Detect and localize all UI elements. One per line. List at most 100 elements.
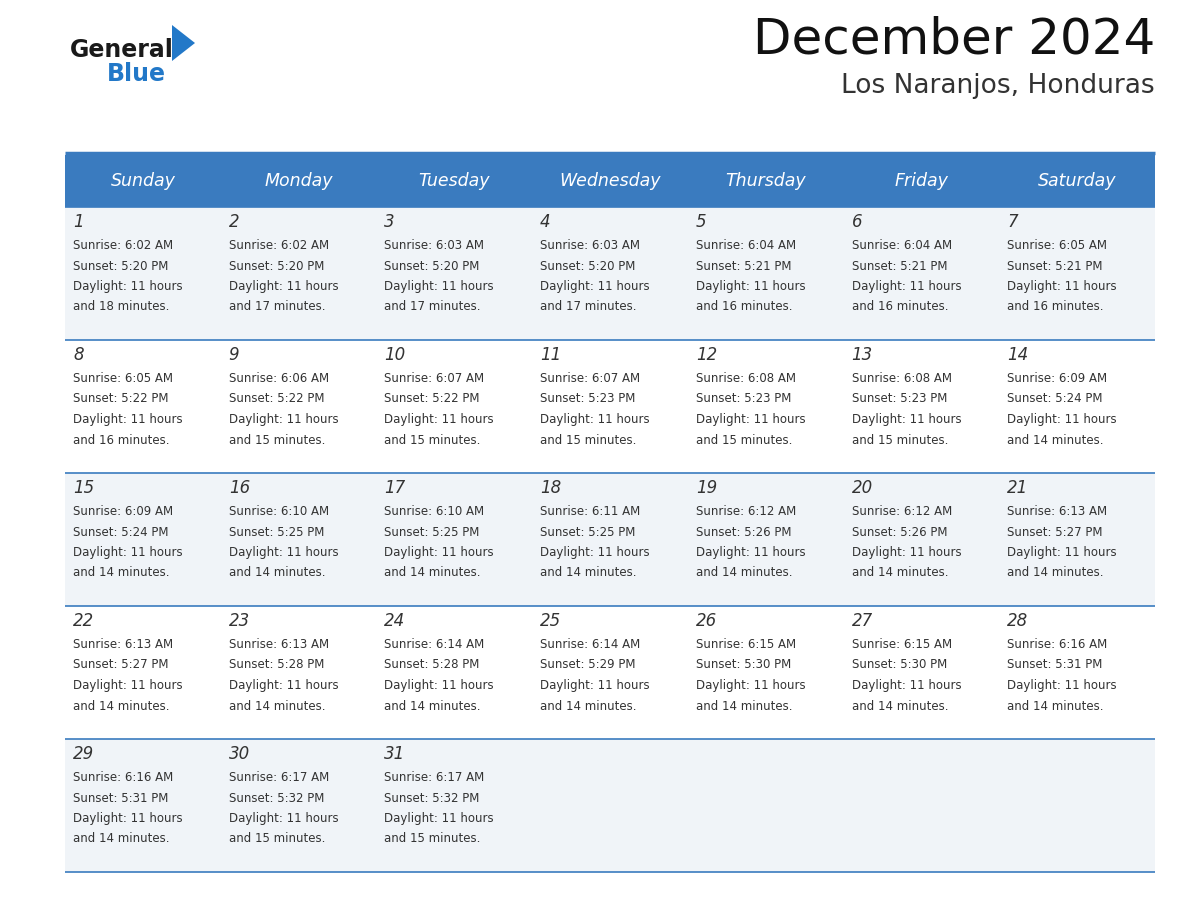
Text: 24: 24: [385, 612, 405, 630]
Bar: [65, 155, 1155, 207]
Text: Sunset: 5:30 PM: Sunset: 5:30 PM: [852, 658, 947, 671]
Text: 25: 25: [541, 612, 562, 630]
Text: Sunrise: 6:07 AM: Sunrise: 6:07 AM: [385, 372, 485, 385]
Text: 1: 1: [72, 213, 83, 231]
Text: Sunset: 5:27 PM: Sunset: 5:27 PM: [1007, 525, 1102, 539]
Text: Daylight: 11 hours: Daylight: 11 hours: [541, 280, 650, 293]
Text: Sunrise: 6:12 AM: Sunrise: 6:12 AM: [696, 505, 796, 518]
Text: and 14 minutes.: and 14 minutes.: [1007, 566, 1104, 579]
Text: Friday: Friday: [895, 172, 948, 190]
Text: 5: 5: [696, 213, 707, 231]
Text: 28: 28: [1007, 612, 1029, 630]
Text: Monday: Monday: [264, 172, 333, 190]
Text: Daylight: 11 hours: Daylight: 11 hours: [696, 280, 805, 293]
Text: 2: 2: [229, 213, 239, 231]
Text: Daylight: 11 hours: Daylight: 11 hours: [229, 280, 339, 293]
Text: Sunrise: 6:06 AM: Sunrise: 6:06 AM: [229, 372, 329, 385]
Text: Sunset: 5:29 PM: Sunset: 5:29 PM: [541, 658, 636, 671]
Text: and 14 minutes.: and 14 minutes.: [696, 566, 792, 579]
Text: Sunrise: 6:16 AM: Sunrise: 6:16 AM: [1007, 638, 1107, 651]
Text: Los Naranjos, Honduras: Los Naranjos, Honduras: [841, 73, 1155, 99]
Text: and 17 minutes.: and 17 minutes.: [229, 300, 326, 314]
Bar: [65, 207, 1155, 340]
Text: Sunset: 5:24 PM: Sunset: 5:24 PM: [1007, 393, 1102, 406]
Bar: [65, 739, 1155, 872]
Text: Sunrise: 6:04 AM: Sunrise: 6:04 AM: [852, 239, 952, 252]
Text: and 14 minutes.: and 14 minutes.: [852, 700, 948, 712]
Text: and 16 minutes.: and 16 minutes.: [72, 433, 170, 446]
Text: and 15 minutes.: and 15 minutes.: [229, 433, 326, 446]
Text: Sunset: 5:25 PM: Sunset: 5:25 PM: [541, 525, 636, 539]
Bar: [65, 340, 1155, 473]
Text: Sunset: 5:26 PM: Sunset: 5:26 PM: [852, 525, 947, 539]
Text: Daylight: 11 hours: Daylight: 11 hours: [852, 413, 961, 426]
Text: Sunset: 5:23 PM: Sunset: 5:23 PM: [696, 393, 791, 406]
Text: Sunrise: 6:12 AM: Sunrise: 6:12 AM: [852, 505, 952, 518]
Text: Sunrise: 6:05 AM: Sunrise: 6:05 AM: [1007, 239, 1107, 252]
Text: Sunset: 5:25 PM: Sunset: 5:25 PM: [385, 525, 480, 539]
Text: 13: 13: [852, 346, 873, 364]
Text: 6: 6: [852, 213, 862, 231]
Text: Sunrise: 6:09 AM: Sunrise: 6:09 AM: [1007, 372, 1107, 385]
Bar: [65, 473, 1155, 606]
Text: 22: 22: [72, 612, 94, 630]
Text: Daylight: 11 hours: Daylight: 11 hours: [72, 546, 183, 559]
Text: and 14 minutes.: and 14 minutes.: [1007, 433, 1104, 446]
Text: Sunset: 5:20 PM: Sunset: 5:20 PM: [72, 260, 169, 273]
Text: Sunrise: 6:05 AM: Sunrise: 6:05 AM: [72, 372, 173, 385]
Text: Sunset: 5:28 PM: Sunset: 5:28 PM: [385, 658, 480, 671]
Text: 29: 29: [72, 745, 94, 763]
Text: Sunrise: 6:14 AM: Sunrise: 6:14 AM: [541, 638, 640, 651]
Text: Sunset: 5:31 PM: Sunset: 5:31 PM: [72, 791, 169, 804]
Text: 23: 23: [229, 612, 249, 630]
Text: 4: 4: [541, 213, 551, 231]
Text: Daylight: 11 hours: Daylight: 11 hours: [385, 812, 494, 825]
Text: Sunset: 5:21 PM: Sunset: 5:21 PM: [852, 260, 947, 273]
Text: and 15 minutes.: and 15 minutes.: [696, 433, 792, 446]
Text: Sunset: 5:28 PM: Sunset: 5:28 PM: [229, 658, 324, 671]
Text: and 16 minutes.: and 16 minutes.: [852, 300, 948, 314]
Text: 21: 21: [1007, 479, 1029, 497]
Text: Sunday: Sunday: [110, 172, 176, 190]
Text: Sunrise: 6:10 AM: Sunrise: 6:10 AM: [385, 505, 485, 518]
Text: Daylight: 11 hours: Daylight: 11 hours: [1007, 280, 1117, 293]
Text: Sunset: 5:32 PM: Sunset: 5:32 PM: [229, 791, 324, 804]
Text: and 15 minutes.: and 15 minutes.: [229, 833, 326, 845]
Text: Sunrise: 6:15 AM: Sunrise: 6:15 AM: [852, 638, 952, 651]
Text: Sunset: 5:20 PM: Sunset: 5:20 PM: [229, 260, 324, 273]
Text: Sunset: 5:22 PM: Sunset: 5:22 PM: [72, 393, 169, 406]
Text: Daylight: 11 hours: Daylight: 11 hours: [541, 679, 650, 692]
Text: and 15 minutes.: and 15 minutes.: [852, 433, 948, 446]
Text: Sunset: 5:21 PM: Sunset: 5:21 PM: [1007, 260, 1102, 273]
Text: 3: 3: [385, 213, 396, 231]
Text: Sunset: 5:22 PM: Sunset: 5:22 PM: [385, 393, 480, 406]
Text: 11: 11: [541, 346, 562, 364]
Text: 10: 10: [385, 346, 405, 364]
Text: Sunrise: 6:17 AM: Sunrise: 6:17 AM: [385, 771, 485, 784]
Text: Daylight: 11 hours: Daylight: 11 hours: [1007, 546, 1117, 559]
Text: and 18 minutes.: and 18 minutes.: [72, 300, 170, 314]
Text: Sunset: 5:31 PM: Sunset: 5:31 PM: [1007, 658, 1102, 671]
Text: Sunrise: 6:13 AM: Sunrise: 6:13 AM: [1007, 505, 1107, 518]
Text: Sunrise: 6:03 AM: Sunrise: 6:03 AM: [385, 239, 485, 252]
Text: and 14 minutes.: and 14 minutes.: [696, 700, 792, 712]
Text: Daylight: 11 hours: Daylight: 11 hours: [72, 679, 183, 692]
Text: Sunrise: 6:16 AM: Sunrise: 6:16 AM: [72, 771, 173, 784]
Text: 27: 27: [852, 612, 873, 630]
Text: and 16 minutes.: and 16 minutes.: [1007, 300, 1104, 314]
Text: Daylight: 11 hours: Daylight: 11 hours: [696, 546, 805, 559]
Text: Sunrise: 6:04 AM: Sunrise: 6:04 AM: [696, 239, 796, 252]
Text: and 14 minutes.: and 14 minutes.: [385, 566, 481, 579]
Text: and 15 minutes.: and 15 minutes.: [385, 433, 481, 446]
Text: Daylight: 11 hours: Daylight: 11 hours: [696, 413, 805, 426]
Text: 31: 31: [385, 745, 405, 763]
Text: Wednesday: Wednesday: [560, 172, 661, 190]
Text: 15: 15: [72, 479, 94, 497]
Text: Daylight: 11 hours: Daylight: 11 hours: [72, 280, 183, 293]
Text: and 14 minutes.: and 14 minutes.: [1007, 700, 1104, 712]
Text: Daylight: 11 hours: Daylight: 11 hours: [229, 546, 339, 559]
Text: Sunset: 5:20 PM: Sunset: 5:20 PM: [385, 260, 480, 273]
Text: Tuesday: Tuesday: [418, 172, 489, 190]
Text: and 14 minutes.: and 14 minutes.: [229, 700, 326, 712]
Text: December 2024: December 2024: [753, 15, 1155, 63]
